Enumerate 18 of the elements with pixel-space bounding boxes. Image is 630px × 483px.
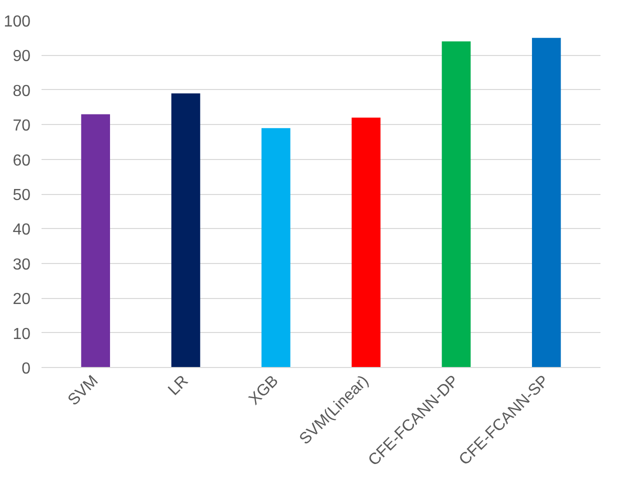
bar bbox=[352, 118, 381, 368]
bar bbox=[532, 38, 561, 368]
y-tick-label: 20 bbox=[12, 291, 31, 308]
bar bbox=[81, 114, 110, 368]
y-tick-label: 30 bbox=[12, 256, 31, 274]
bar bbox=[442, 41, 471, 368]
y-tick-label: 40 bbox=[12, 222, 31, 239]
bar bbox=[171, 93, 200, 368]
y-tick-label: 0 bbox=[22, 360, 31, 378]
y-tick-label: 50 bbox=[12, 187, 31, 204]
bar bbox=[261, 128, 290, 368]
y-tick-label: 10 bbox=[12, 326, 31, 343]
y-tick-label: 90 bbox=[12, 48, 31, 66]
y-tick-label: 60 bbox=[12, 152, 31, 170]
x-tick-label: LR bbox=[165, 372, 192, 399]
y-tick-label: 100 bbox=[4, 14, 31, 30]
y-tick-label: 80 bbox=[12, 82, 31, 100]
y-tick-label: 70 bbox=[12, 118, 31, 135]
